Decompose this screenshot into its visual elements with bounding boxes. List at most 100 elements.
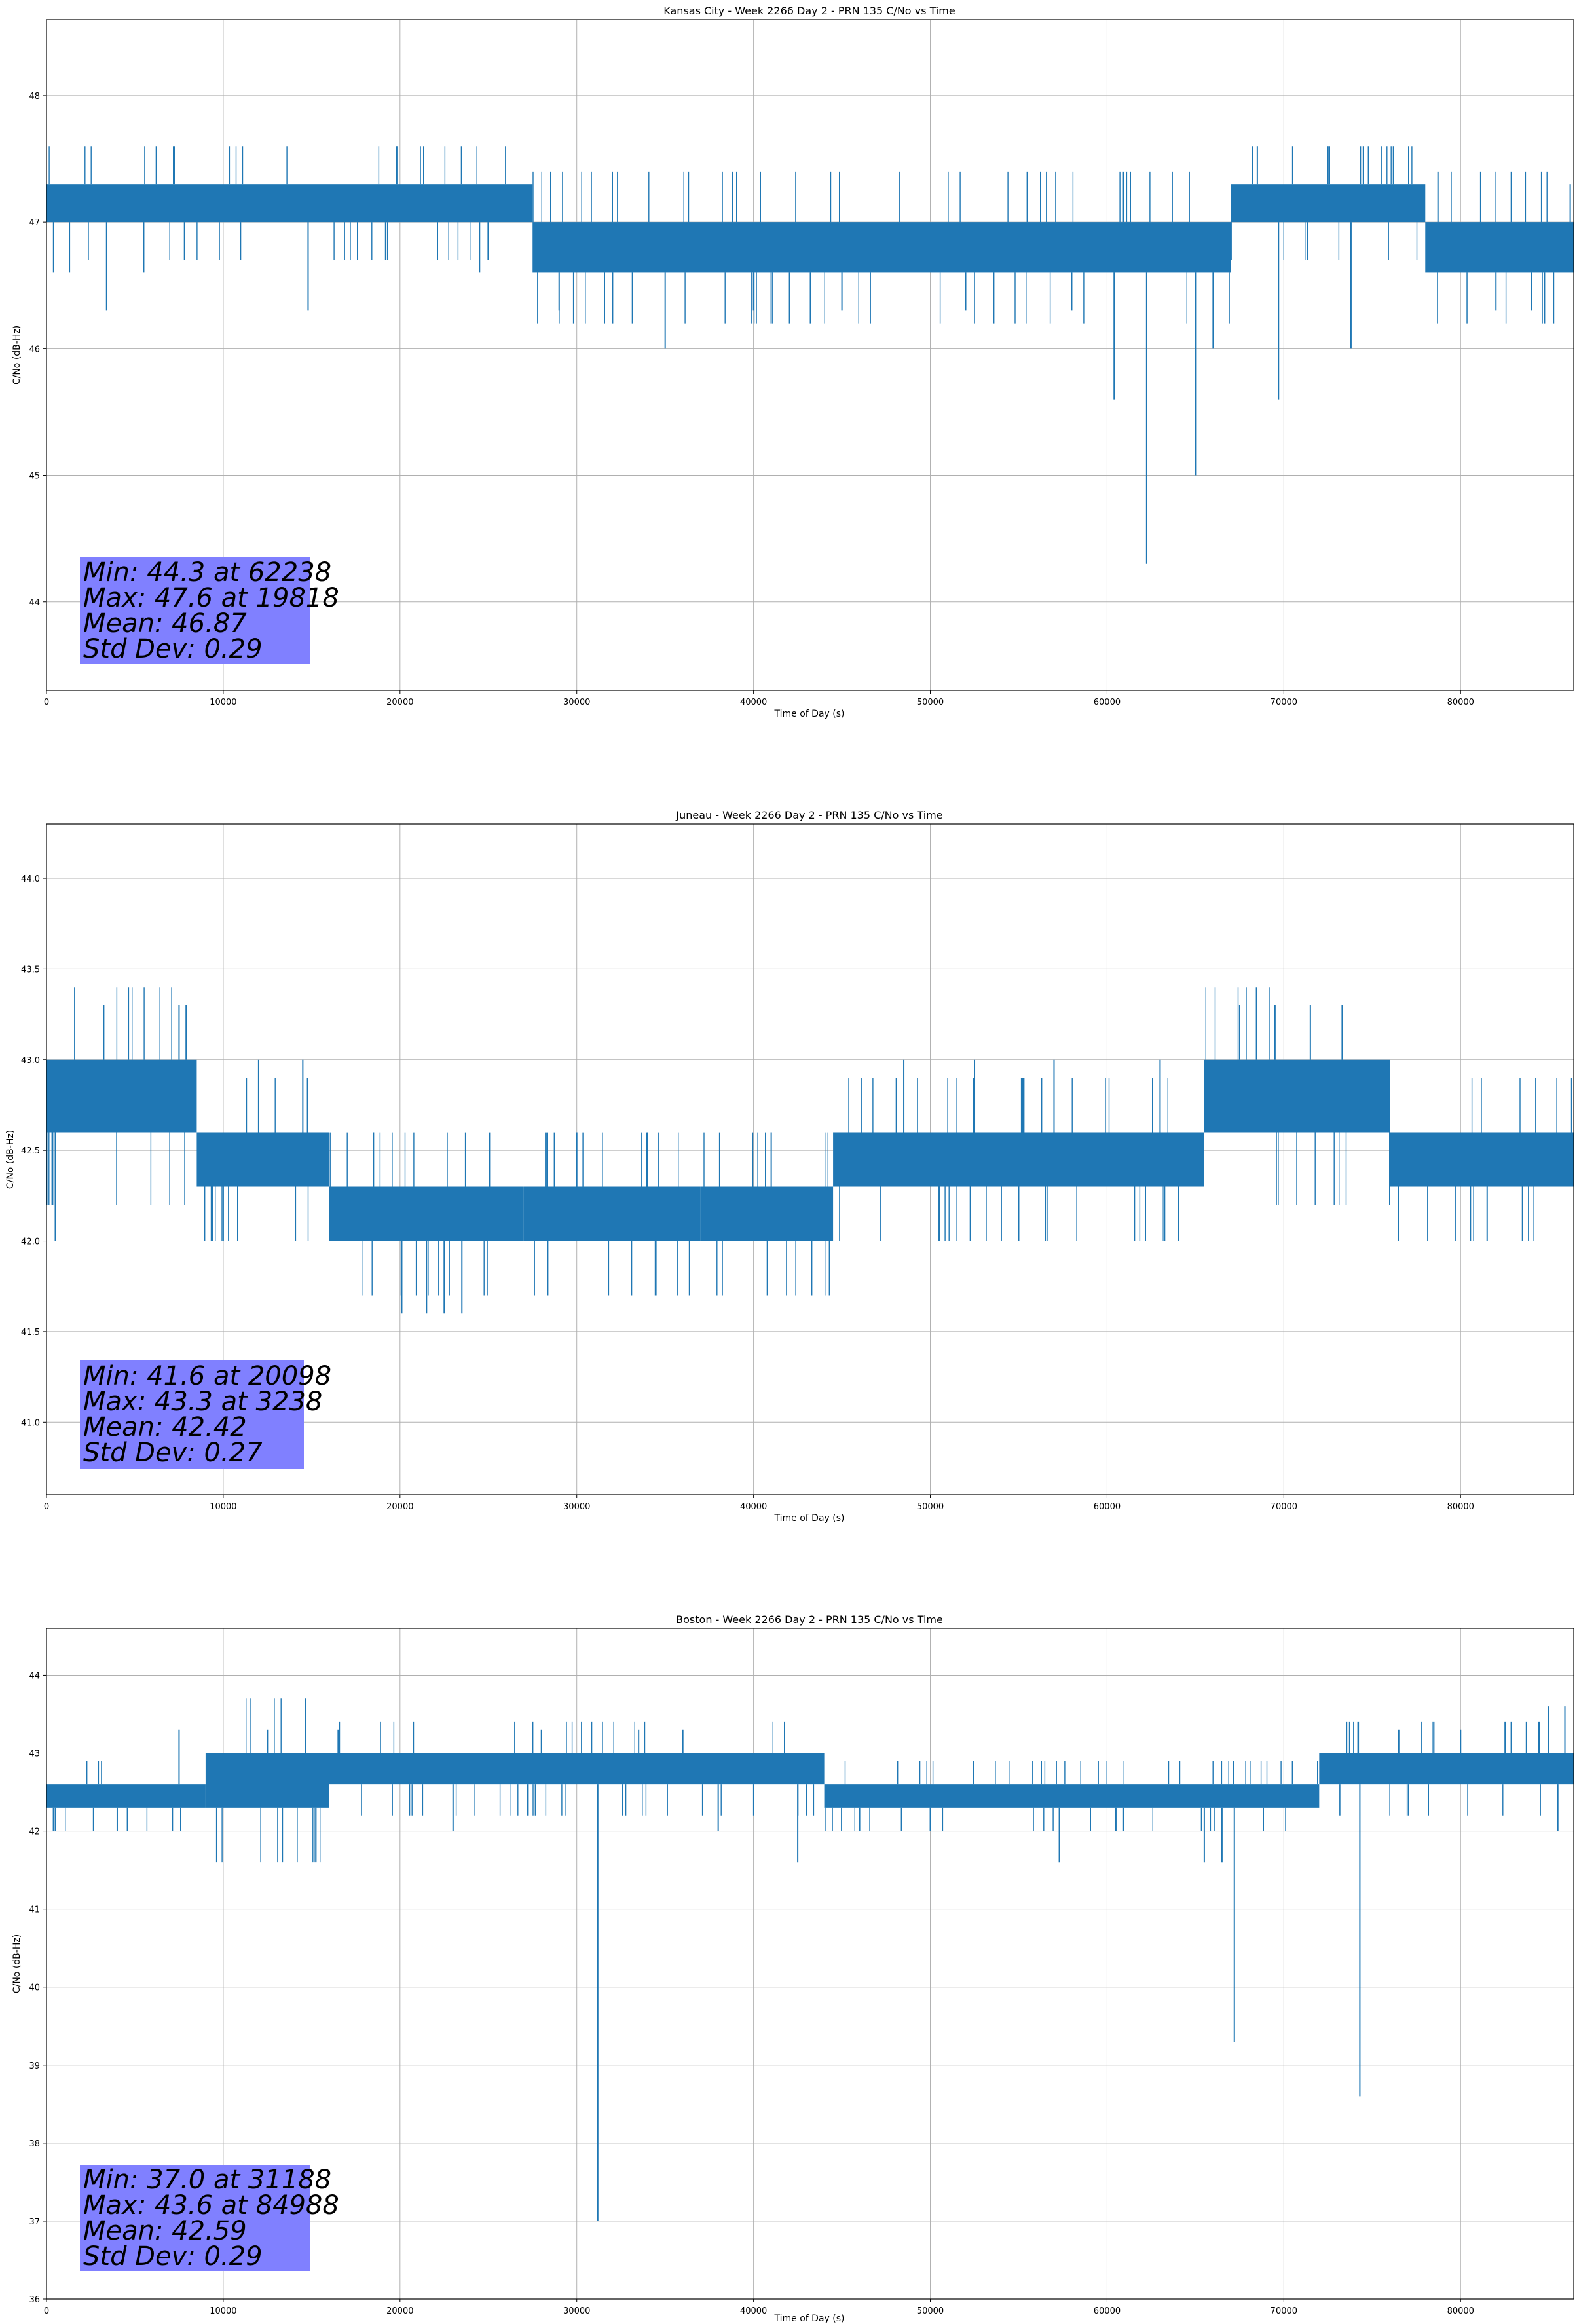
stat-min: Min: 37.0 at 31188 [83,2165,331,2195]
stat-max: Max: 43.3 at 3238 [83,1387,322,1417]
x-axis-ticks: 0 10000 20000 30000 40000 50000 60000 70000 8000… [44,1495,1474,1512]
x-axis-label: Time of Day (s) [774,1513,845,1524]
stats-box: Min: 37.0 at 31188 Max: 43.6 at 84988 Me… [80,2165,339,2272]
trace-band [46,1784,206,1808]
trace-band [532,222,1231,273]
x-tick-label: 70000 [1271,2306,1297,2316]
chart-title: Kansas City - Week 2266 Day 2 - PRN 135 … [663,5,955,17]
trace-flicker [1205,987,1390,1205]
chart-title: Boston - Week 2266 Day 2 - PRN 135 C/No … [676,1613,943,1626]
x-tick-label: 80000 [1447,698,1474,707]
x-tick-label: 10000 [210,2306,236,2316]
trace-flicker [1398,1078,1572,1241]
y-axis-ticks: 44 45 46 47 48 [29,92,46,608]
axes-frame [46,19,1574,691]
y-tick-label: 44 [29,598,40,608]
y-tick-label: 41 [29,1905,40,1915]
y-tick-label: 45 [29,472,40,481]
series-spikes [54,1005,1523,1314]
trace-band [700,1186,834,1241]
stat-mean: Mean: 46.87 [83,609,247,639]
x-tick-label: 80000 [1447,2306,1474,2316]
trace-flicker [204,1078,309,1241]
y-tick-label: 44.0 [21,874,40,884]
y-tick-label: 43 [29,1750,40,1759]
x-tick-label: 60000 [1094,698,1121,707]
chart-kansas-city: Kansas City - Week 2266 Day 2 - PRN 135 … [12,5,1574,719]
stat-max: Max: 47.6 at 19818 [83,583,339,613]
x-tick-label: 0 [44,698,49,707]
y-tick-label: 38 [29,2139,40,2149]
x-tick-label: 0 [44,2306,49,2316]
series-spikes [54,1706,1566,2221]
trace-flicker [1339,1721,1558,1816]
trace-band [833,1132,1204,1187]
trace-band [523,1186,701,1241]
trace-flicker [52,1761,181,1831]
y-tick-label: 39 [29,2061,40,2071]
trace-band [205,1753,329,1808]
series-spikes [52,146,1571,564]
x-tick-label: 80000 [1447,1502,1474,1512]
chart-juneau: Juneau - Week 2266 Day 2 - PRN 135 C/No … [5,809,1574,1524]
x-tick-label: 60000 [1094,2306,1121,2316]
x-tick-label: 10000 [210,698,236,707]
stats-box: Min: 44.3 at 62238 Max: 47.6 at 19818 Me… [80,557,339,664]
x-tick-label: 20000 [386,1502,413,1512]
x-tick-label: 40000 [740,2306,767,2316]
chart-boston: Boston - Week 2266 Day 2 - PRN 135 C/No … [12,1613,1574,2324]
trace-band [824,1784,1320,1808]
y-axis-ticks: 36 37 38 39 40 41 42 43 44 [29,1671,46,2305]
stat-std: Std Dev: 0.27 [83,1438,263,1468]
trace-flicker [825,1761,1318,1831]
y-tick-label: 42.0 [21,1237,40,1247]
trace-flicker [532,171,1230,324]
x-axis-label: Time of Day (s) [774,709,845,719]
x-tick-label: 0 [44,1502,49,1512]
stats-box: Min: 41.6 at 20098 Max: 43.3 at 3238 Mea… [80,1360,331,1469]
stat-std: Std Dev: 0.29 [83,2241,263,2272]
y-tick-label: 48 [29,92,40,102]
y-tick-label: 41.0 [21,1418,40,1428]
y-tick-label: 36 [29,2295,40,2305]
axes-frame [46,823,1574,1495]
x-tick-label: 20000 [386,2306,413,2316]
stat-mean: Mean: 42.59 [83,2216,247,2246]
trace-flicker [339,1721,815,1816]
x-tick-label: 40000 [740,698,767,707]
x-axis-ticks: 0 10000 20000 30000 40000 50000 60000 70000 8000… [44,2299,1474,2316]
trace-flicker [703,1132,830,1296]
series-line [46,146,1574,324]
y-tick-label: 40 [29,1983,40,1993]
stat-max: Max: 43.6 at 84988 [83,2190,339,2221]
series-line [46,987,1574,1296]
trace-flicker [839,1078,1179,1241]
trace-band [1425,222,1574,273]
trace-flicker [46,987,185,1205]
trace-flicker [1231,146,1418,260]
y-tick-label: 37 [29,2217,40,2227]
x-tick-label: 60000 [1094,1502,1121,1512]
x-tick-label: 50000 [917,698,944,707]
trace-band [1204,1059,1390,1133]
x-tick-label: 70000 [1271,698,1297,707]
y-tick-label: 42 [29,1827,40,1837]
axes-frame [46,1628,1574,2300]
trace-band [196,1132,329,1187]
y-tick-label: 43.0 [21,1056,40,1066]
y-tick-label: 43.5 [21,965,40,975]
trace-band [46,184,533,223]
x-tick-label: 30000 [563,698,590,707]
x-tick-label: 50000 [917,2306,944,2316]
stat-std: Std Dev: 0.29 [83,634,263,664]
y-axis-label: C/No (dB-Hz) [12,326,22,384]
y-tick-label: 42.5 [21,1146,40,1156]
x-tick-label: 40000 [740,1502,767,1512]
trace-band [46,1059,197,1133]
trace-flicker [215,1698,321,1863]
trace-band [329,1186,524,1241]
stat-min: Min: 41.6 at 20098 [83,1361,331,1391]
chart-title: Juneau - Week 2266 Day 2 - PRN 135 C/No … [675,809,942,821]
x-tick-label: 20000 [386,698,413,707]
